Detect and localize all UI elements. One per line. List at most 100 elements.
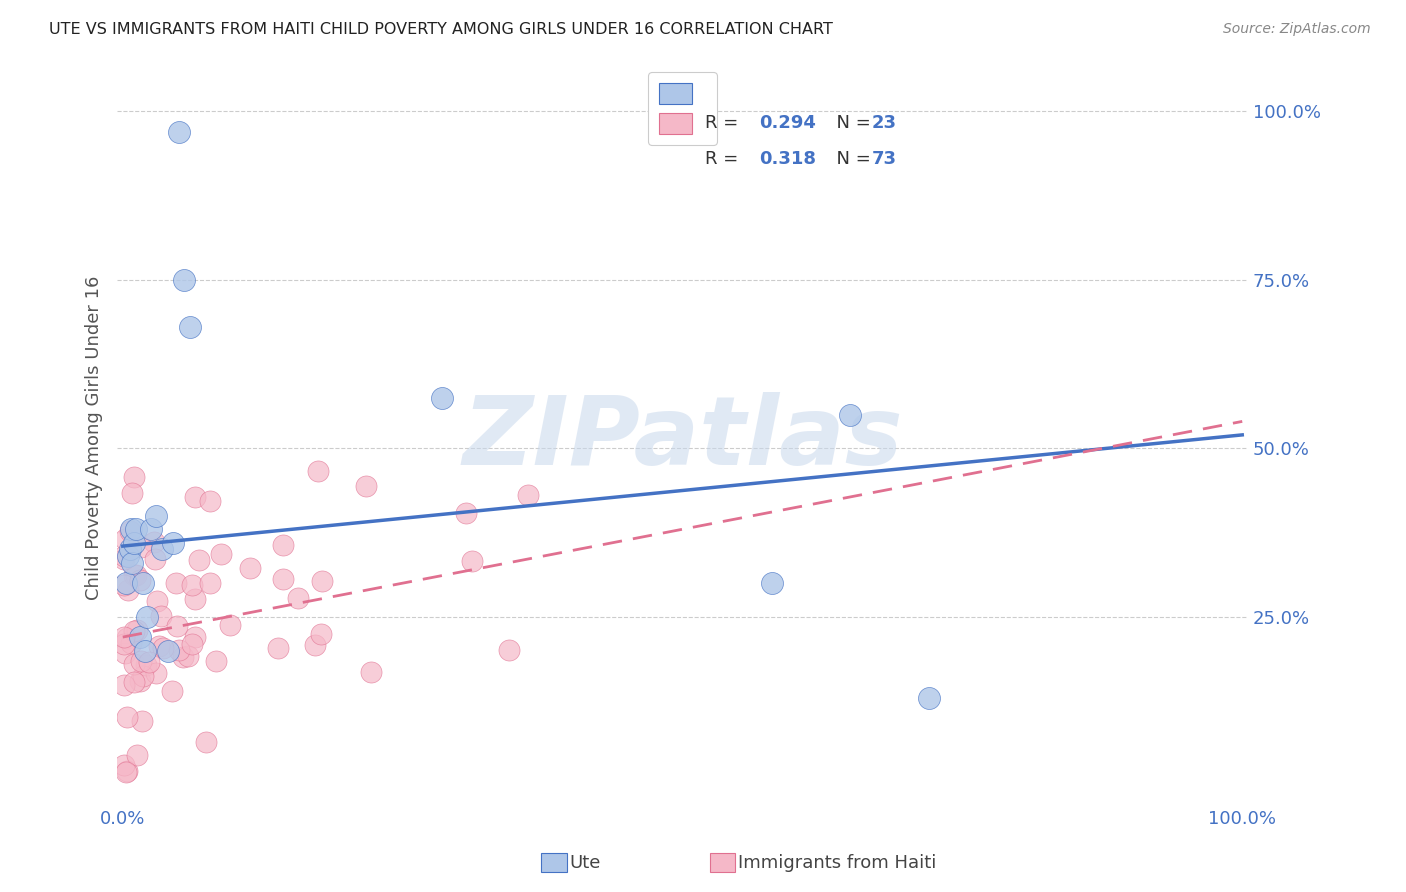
Point <box>271 572 294 586</box>
Point <box>184 591 207 606</box>
Point <box>146 594 169 608</box>
Point <box>114 646 136 660</box>
Point <box>118 542 141 557</box>
Point <box>287 591 309 606</box>
Point <box>918 690 941 705</box>
Point <box>267 641 290 656</box>
Point <box>125 624 148 638</box>
Text: N =: N = <box>825 113 876 132</box>
Text: UTE VS IMMIGRANTS FROM HAITI CHILD POVERTY AMONG GIRLS UNDER 16 CORRELATION CHAR: UTE VS IMMIGRANTS FROM HAITI CHILD POVER… <box>49 22 834 37</box>
Point <box>112 678 135 692</box>
Point <box>114 532 136 546</box>
Point <box>125 568 148 582</box>
Point <box>194 735 217 749</box>
Point <box>122 624 145 638</box>
Text: ZIPatlas: ZIPatlas <box>463 392 903 484</box>
Point <box>516 488 538 502</box>
Text: Ute: Ute <box>569 854 600 871</box>
Point <box>211 547 233 561</box>
Point <box>121 486 143 500</box>
Text: N =: N = <box>825 150 876 168</box>
Legend: , : , <box>648 72 717 145</box>
Point <box>273 538 295 552</box>
Point <box>180 577 202 591</box>
Point <box>143 534 166 549</box>
Point <box>117 582 139 597</box>
Point <box>129 654 152 668</box>
Point <box>134 658 156 673</box>
Point <box>122 568 145 582</box>
Point <box>187 552 209 566</box>
Point <box>115 764 138 779</box>
Point <box>112 637 135 651</box>
Point <box>112 549 135 563</box>
Point <box>115 631 138 645</box>
Point <box>131 714 153 728</box>
Point <box>145 508 167 523</box>
Point <box>139 522 162 536</box>
Point <box>167 643 190 657</box>
Point <box>112 578 135 592</box>
Point <box>115 576 138 591</box>
Point <box>430 391 453 405</box>
Point <box>167 125 190 139</box>
Point <box>839 408 862 422</box>
Point <box>122 469 145 483</box>
Text: Immigrants from Haiti: Immigrants from Haiti <box>738 854 936 871</box>
Point <box>165 576 187 591</box>
Point <box>152 640 174 655</box>
Text: 0.318: 0.318 <box>759 150 815 168</box>
Point <box>115 710 138 724</box>
Point <box>131 669 153 683</box>
Point <box>160 683 183 698</box>
Point <box>311 574 333 588</box>
Point <box>498 643 520 657</box>
Point <box>145 552 167 566</box>
Point <box>112 551 135 566</box>
Text: R =: R = <box>706 150 745 168</box>
Point <box>200 576 222 591</box>
Point <box>148 640 170 654</box>
Point <box>122 675 145 690</box>
Point <box>360 665 382 679</box>
Point <box>128 630 150 644</box>
Point <box>307 464 329 478</box>
Point <box>112 631 135 645</box>
Point <box>162 535 184 549</box>
Text: 23: 23 <box>872 113 897 132</box>
Point <box>156 643 179 657</box>
Point <box>150 542 173 557</box>
Point <box>134 643 156 657</box>
Point <box>150 608 173 623</box>
Point <box>166 619 188 633</box>
Point <box>184 630 207 644</box>
Point <box>121 556 143 570</box>
Point <box>304 638 326 652</box>
Point <box>124 657 146 672</box>
Point <box>120 522 142 536</box>
Text: 73: 73 <box>872 150 897 168</box>
Point <box>117 549 139 564</box>
Point <box>356 479 378 493</box>
Point <box>129 674 152 689</box>
Point <box>204 654 226 668</box>
Point <box>461 554 484 568</box>
Point <box>136 610 159 624</box>
Point <box>118 524 141 538</box>
Point <box>454 507 477 521</box>
Point <box>128 573 150 587</box>
Point <box>173 273 195 287</box>
Point <box>112 757 135 772</box>
Point <box>125 522 148 536</box>
Point <box>219 618 242 632</box>
Point <box>120 635 142 649</box>
Point <box>122 535 145 549</box>
Text: Source: ZipAtlas.com: Source: ZipAtlas.com <box>1223 22 1371 37</box>
Point <box>761 576 783 591</box>
Point <box>125 747 148 762</box>
Point <box>198 494 221 508</box>
Text: 0.294: 0.294 <box>759 113 815 132</box>
Point <box>145 665 167 680</box>
Point <box>138 655 160 669</box>
Point <box>129 541 152 555</box>
